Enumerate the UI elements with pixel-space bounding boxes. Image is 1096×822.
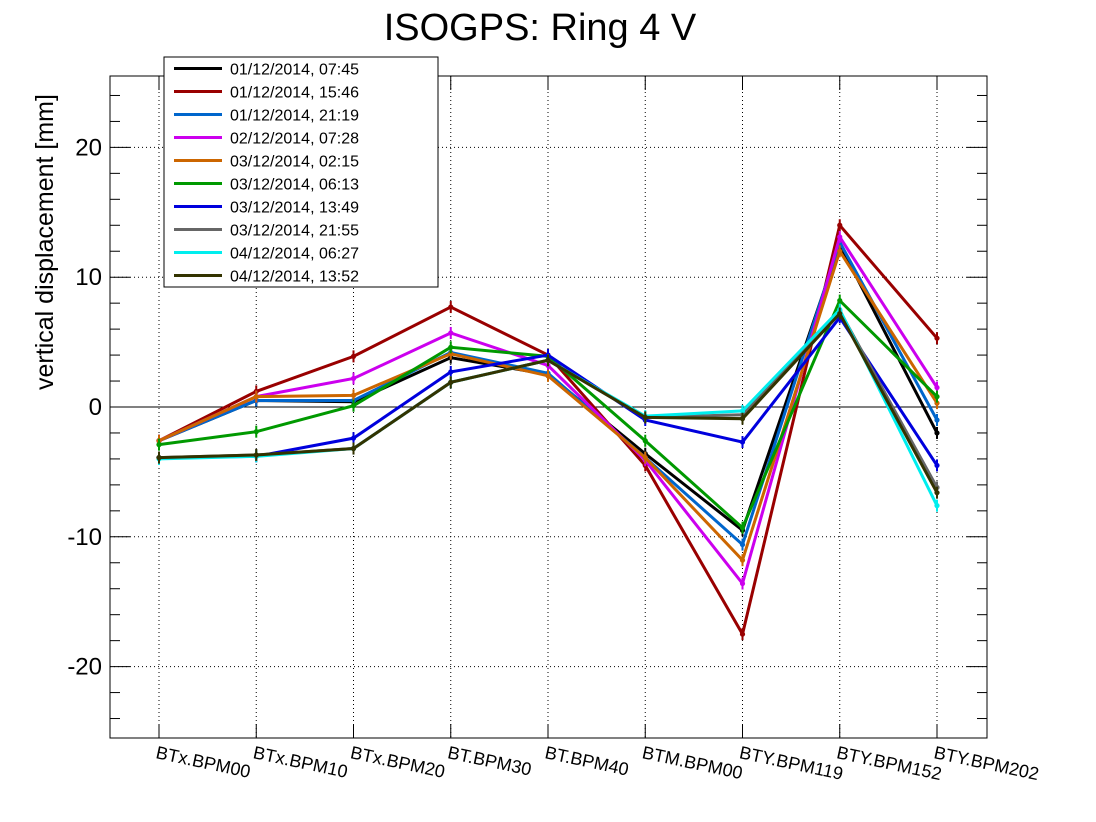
data-point <box>448 351 454 357</box>
series-line <box>158 314 939 467</box>
legend: 01/12/2014, 07:45 01/12/2014, 15:46 01/12/… <box>163 56 439 288</box>
x-tick-label: BT.BPM30 <box>446 742 533 779</box>
legend-label: 03/12/2014, 21:55 <box>230 223 359 240</box>
data-point <box>837 248 843 254</box>
data-point <box>739 408 746 414</box>
data-point <box>739 631 746 637</box>
legend-label: 03/12/2014, 06:13 <box>230 177 359 194</box>
data-point <box>253 394 259 400</box>
data-point <box>837 222 843 228</box>
y-axis-label: vertical displacement [mm] <box>31 94 59 390</box>
data-point <box>642 438 648 444</box>
x-tick-label: BT.BPM40 <box>543 742 630 779</box>
data-point <box>934 430 940 436</box>
data-point <box>837 234 843 240</box>
data-point <box>350 375 357 382</box>
data-point <box>739 416 746 422</box>
data-point <box>934 394 940 400</box>
legend-label: 04/12/2014, 06:27 <box>230 246 359 263</box>
y-tick-label: 0 <box>89 394 102 421</box>
y-tick-label: -20 <box>67 654 102 681</box>
data-point <box>448 369 454 375</box>
data-point <box>253 452 259 458</box>
data-point <box>934 503 940 509</box>
data-point <box>350 353 357 359</box>
data-point <box>642 455 648 461</box>
legend-label: 01/12/2014, 15:46 <box>230 85 359 102</box>
legend-label: 01/12/2014, 07:45 <box>230 62 359 79</box>
x-tick-label: BTx.BPM10 <box>251 742 349 782</box>
data-point <box>934 384 940 391</box>
data-point <box>739 541 746 548</box>
data-point <box>156 442 162 448</box>
data-point <box>448 304 454 310</box>
x-tick-label: BTx.BPM00 <box>154 742 252 782</box>
x-tick-label: BTM.BPM00 <box>640 742 744 783</box>
legend-label: 03/12/2014, 02:15 <box>230 154 359 171</box>
data-point <box>934 417 940 423</box>
data-point <box>350 403 357 409</box>
y-tick-label: 20 <box>75 134 102 161</box>
legend-label: 04/12/2014, 13:52 <box>230 269 359 286</box>
x-tick-label: BTx.BPM20 <box>349 742 447 782</box>
data-point <box>350 392 357 398</box>
data-point <box>448 344 454 350</box>
data-point <box>739 439 746 445</box>
data-point <box>739 580 746 587</box>
data-point <box>350 435 357 441</box>
data-point <box>156 455 162 461</box>
series-line <box>158 240 939 533</box>
data-point <box>934 490 940 496</box>
x-tick-label: BTY.BPM119 <box>738 742 845 783</box>
x-tick-label: BTY.BPM152 <box>835 742 944 784</box>
legend-label: 02/12/2014, 07:28 <box>230 131 359 148</box>
legend-box <box>163 56 439 288</box>
series-lines <box>156 219 940 641</box>
data-point <box>739 557 746 563</box>
data-point <box>545 373 551 379</box>
series-group <box>156 307 940 499</box>
data-point <box>253 429 259 435</box>
data-point <box>545 357 551 363</box>
data-point <box>837 310 843 317</box>
legend-label: 03/12/2014, 13:49 <box>230 200 359 217</box>
data-point <box>837 297 843 304</box>
data-point <box>934 335 940 341</box>
data-point <box>739 525 746 531</box>
y-tick-label: 10 <box>75 264 102 291</box>
data-point <box>448 330 454 336</box>
chart-title: ISOGPS: Ring 4 V <box>384 7 697 49</box>
series-group <box>156 311 940 472</box>
y-tick-label: -10 <box>67 524 102 551</box>
data-point <box>934 400 940 406</box>
legend-label: 01/12/2014, 21:19 <box>230 108 359 125</box>
x-tick-label: BTY.BPM202 <box>932 742 1041 784</box>
data-point <box>448 379 454 385</box>
data-point <box>350 445 357 452</box>
data-point <box>934 462 940 469</box>
data-point <box>642 414 648 420</box>
